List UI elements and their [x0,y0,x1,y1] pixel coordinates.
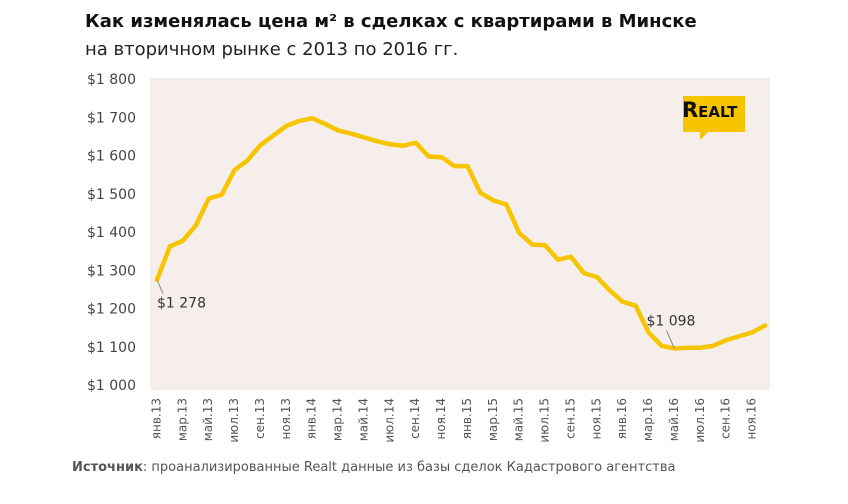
y-tick-label: $1 800 [87,72,136,88]
y-tick-label: $1 600 [87,149,136,165]
x-tick-label: сен.14 [408,398,422,439]
source-label: Источник [72,460,143,475]
logo-badge [683,96,745,140]
data-label: $1 278 [157,296,206,312]
x-tick-label: май.13 [201,398,215,441]
y-tick-label: $1 000 [87,378,136,394]
x-tick-label: май.16 [667,398,681,441]
x-tick-label: ноя.13 [279,398,293,440]
x-tick-label: мар.16 [641,398,655,441]
y-tick-label: $1 100 [87,340,136,356]
x-tick-label: янв.16 [615,398,629,439]
x-tick-label: ноя.15 [589,398,603,440]
source: Источник: проанализированные Realt данны… [72,460,675,475]
x-tick-label: мар.15 [486,398,500,441]
x-tick-label: янв.13 [150,398,164,439]
data-line [154,116,768,351]
y-tick-label: $1 400 [87,225,136,241]
x-tick-label: сен.15 [563,398,577,439]
x-tick-label: ноя.14 [434,398,448,440]
y-tick-label: $1 500 [87,187,136,203]
y-tick-label: $1 200 [87,302,136,318]
x-tick-label: мар.14 [331,398,345,441]
x-tick-label: янв.14 [305,398,319,439]
x-tick-label: сен.16 [719,398,733,439]
chart-title: Как изменялась цена м² в сделках с кварт… [85,11,697,32]
y-tick-label: $1 300 [87,263,136,279]
x-tick-label: мар.13 [175,398,189,441]
x-tick-label: июл.15 [538,398,552,443]
x-tick-label: сен.13 [253,398,267,439]
y-tick-label: $1 700 [87,110,136,126]
x-tick-label: июл.14 [382,398,396,443]
data-label: $1 098 [646,314,695,330]
chart-subtitle: на вторичном рынке с 2013 по 2016 гг. [85,39,458,60]
x-tick-label: ноя.16 [745,398,759,440]
logo: Realt [682,98,738,122]
x-tick-label: июл.16 [693,398,707,443]
x-tick-label: май.15 [512,398,526,441]
x-tick-label: июл.13 [227,398,241,443]
x-tick-label: янв.15 [460,398,474,439]
source-text: : проанализированные Realt данные из баз… [143,460,676,475]
plot-background [150,78,770,390]
annotation-leader [156,279,164,294]
x-tick-label: май.14 [356,398,370,441]
annotation-leader [665,330,675,349]
